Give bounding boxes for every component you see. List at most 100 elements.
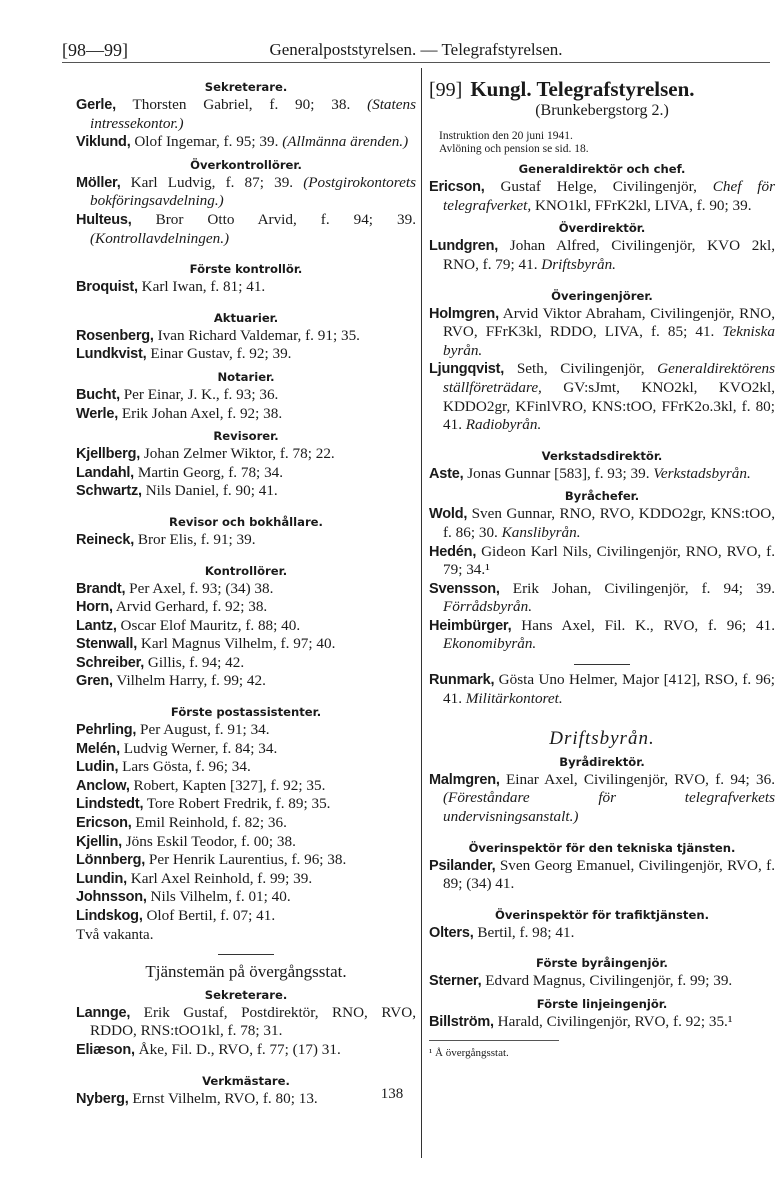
person-name: Aste, [429, 465, 464, 482]
entry-details: Karl Axel Reinhold, f. 99; 39. [126, 869, 313, 887]
address: (Brunkebergstorg 2.) [535, 101, 669, 119]
person-entry: Wold, Sven Gunnar, RNO, RVO, KDDO2gr, KN… [429, 505, 775, 542]
entry-details: Åke, Fil. D., RVO, f. 77; (17) 31. [134, 1040, 341, 1058]
person-entry: Lindskog, Olof Bertil, f. 07; 41. [76, 907, 416, 926]
person-entry: Reineck, Bror Elis, f. 91; 39. [76, 531, 416, 550]
person-entry: Sterner, Edvard Magnus, Civilingenjör, f… [429, 972, 775, 991]
section-heading: Byråchefer. [564, 489, 640, 504]
person-name: Holmgren, [429, 305, 499, 322]
person-entry: Eliæson, Åke, Fil. D., RVO, f. 77; (17) … [76, 1041, 416, 1060]
entry-details: Hans Axel, Fil. K., RVO, f. 96; 41. [511, 616, 775, 634]
person-name: Johnsson, [76, 889, 147, 906]
entry-note: Militärkontoret. [465, 689, 563, 707]
entry-note: (Allmänna ärenden.) [282, 133, 409, 151]
person-entry: Lindstedt, Tore Robert Fredrik, f. 89; 3… [76, 795, 416, 814]
section-heading: Revisor och bokhållare. [169, 514, 323, 529]
entry-details: Gösta Uno Helmer, Major [412], RSO, f. 9… [443, 671, 775, 707]
person-name: Ericson, [76, 815, 132, 832]
person-name: Ljungqvist, [429, 361, 505, 378]
person-entry: Schwartz, Nils Daniel, f. 90; 41. [76, 482, 416, 501]
entry-details: Karl Iwan, f. 81; 41. [137, 278, 266, 296]
person-name: Lönnberg, [76, 852, 146, 869]
section-ref: [99] [429, 79, 463, 101]
person-name: Gren, [76, 673, 113, 690]
section-heading: Verkmästare. [202, 1073, 290, 1088]
section-heading: Aktuarier. [213, 310, 279, 325]
entry-details: Harald, Civilingenjör, RVO, f. 92; 35.¹ [493, 1013, 733, 1030]
person-entry: Ludin, Lars Gösta, f. 96; 34. [76, 758, 416, 777]
person-entry: Möller, Karl Ludvig, f. 87; 39. (Postgir… [76, 174, 416, 211]
entry-note: (Statens intressekontor.) [90, 96, 416, 132]
person-name: Anclow, [76, 777, 130, 794]
entry-details: Edvard Magnus, Civilingenjör, f. 99; 39. [481, 972, 733, 990]
entry-note: Kanslibyrån. [501, 523, 581, 541]
section-heading: Överingenjörer. [551, 288, 653, 303]
separator-rule [574, 664, 630, 666]
person-name: Möller, [76, 174, 121, 191]
entry-details: Sven Gunnar, RNO, RVO, KDDO2gr, KNS:tOO,… [443, 505, 775, 541]
person-name: Olters, [429, 924, 474, 941]
page-range: [98—99] [62, 40, 128, 60]
entry-details: Martin Georg, f. 78; 34. [134, 463, 284, 481]
left-column: Sekreterare. Gerle, Thorsten Gabriel, f. … [76, 74, 416, 1108]
entry-details: Erik Johan, Civilingenjör, f. 94; 39. [499, 579, 775, 597]
entry-details: Thorsten Gabriel, f. 90; 38. [115, 96, 368, 113]
entry-details: Sven Georg Emanuel, Civilingenjör, RVO, … [443, 856, 775, 893]
section-heading: Byrådirektör. [559, 754, 645, 769]
section-title: [99] Kungl. Telegrafstyrelsen. [429, 79, 775, 101]
person-name: Psilander, [429, 857, 496, 874]
person-name: Heimbürger, [429, 617, 512, 634]
person-name: Lundkvist, [76, 346, 147, 363]
section-heading: Notarier. [217, 369, 275, 384]
entry-details: Karl Ludvig, f. 87; 39. [120, 173, 304, 191]
person-entry: Runmark, Gösta Uno Helmer, Major [412], … [429, 671, 775, 708]
person-entry: Pehrling, Per August, f. 91; 34. [76, 721, 416, 740]
entry-details: Gustaf Helge, Civilingenjör, [484, 178, 713, 196]
section-heading: Generaldirektör och chef. [518, 162, 686, 177]
person-name: Hulteus, [76, 211, 132, 228]
person-entry: Hulteus, Bror Otto Arvid, f. 94; 39. (Ko… [76, 211, 416, 248]
person-entry: Schreiber, Gillis, f. 94; 42. [76, 654, 416, 673]
section-heading: Sekreterare. [204, 987, 288, 1002]
entry-note: (Kontrollavdelningen.) [90, 229, 230, 247]
person-name: Pehrling, [76, 722, 137, 739]
section-heading: Förste byråingenjör. [536, 956, 668, 971]
person-name: Lundgren, [429, 238, 499, 255]
section-heading: Verkstadsdirektör. [541, 448, 663, 463]
person-name: Landahl, [76, 464, 135, 481]
section-heading: Förste linjeingenjör. [536, 997, 668, 1011]
entry-details: Jöns Eskil Teodor, f. 00; 38. [121, 832, 296, 850]
entry-details: Per Einar, J. K., f. 93; 36. [119, 385, 279, 403]
person-entry: Viklund, Olof Ingemar, f. 95; 39. (Allmä… [76, 133, 416, 152]
person-name: Svensson, [429, 580, 500, 597]
section-heading: Överinspektör för trafiktjänsten. [495, 907, 709, 922]
person-entry: Brandt, Per Axel, f. 93; (34) 38. [76, 580, 416, 599]
entry-note: Tekniska byrån. [443, 323, 775, 359]
person-entry: Billström, Harald, Civilingenjör, RVO, f… [429, 1013, 775, 1032]
person-entry: Lannge, Erik Gustaf, Postdirektör, RNO, … [76, 1004, 416, 1041]
subsection-title: Tjänstemän på övergångsstat. [145, 962, 347, 982]
person-entry: Ericson, Gustaf Helge, Civilingenjör, Ch… [429, 178, 775, 215]
person-entry: Gren, Vilhelm Harry, f. 99; 42. [76, 672, 416, 691]
entry-details: Lars Gösta, f. 96; 34. [118, 758, 251, 776]
entry-note: Chef för telegrafverket, [443, 178, 775, 214]
entry-details: Ludvig Werner, f. 84; 34. [119, 739, 278, 757]
entry-note: (Föreståndare för telegrafverkets underv… [443, 789, 775, 826]
entry-details: Gideon Karl Nils, Civilingenjör, RNO, RV… [443, 542, 775, 579]
entry-note: Förrådsbyrån. [443, 598, 533, 616]
entry-note: Radiobyrån. [465, 416, 542, 434]
entry-details: Jonas Gunnar [583], f. 93; 39. [463, 464, 654, 482]
person-entry: Horn, Arvid Gerhard, f. 92; 38. [76, 598, 416, 617]
note-text: Två vakanta. [76, 926, 154, 943]
person-name: Gerle, [76, 97, 116, 113]
person-name: Eliæson, [76, 1041, 135, 1058]
section-heading: Förste postassistenter. [170, 705, 322, 720]
entry-details: Karl Magnus Vilhelm, f. 97; 40. [137, 635, 336, 653]
person-entry: Hedén, Gideon Karl Nils, Civilingenjör, … [429, 543, 775, 580]
person-entry: Broquist, Karl Iwan, f. 81; 41. [76, 278, 416, 297]
entry-details: GV:sJmt, KNO2kl, KVO2kl, KDDO2gr, KFinlV… [443, 378, 775, 434]
instruction-line: Instruktion den 20 juni 1941. [439, 130, 573, 143]
entry-details: Erik Johan Axel, f. 92; 38. [118, 404, 283, 422]
entry-note: Ekonomibyrån. [443, 635, 537, 653]
right-entries: Generaldirektör och chef. Ericson, Gustaf… [429, 160, 775, 1062]
